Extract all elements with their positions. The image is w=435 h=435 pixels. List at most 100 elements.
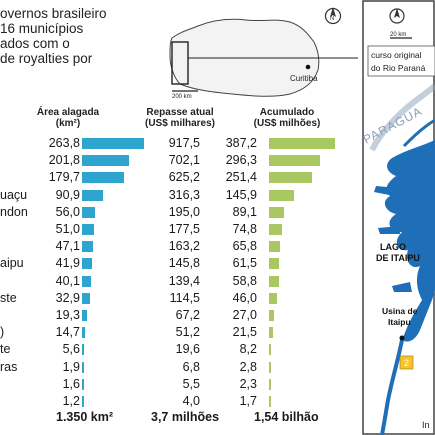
area-bar bbox=[82, 172, 125, 184]
road-marker-number: 2 bbox=[404, 358, 409, 368]
table-row: 40,1 139,4 58,8 bbox=[0, 273, 360, 290]
total-area: 1.350 km² bbox=[56, 410, 113, 424]
acumulado-bar bbox=[269, 224, 282, 235]
lake-itaipu bbox=[384, 140, 435, 342]
acumulado-value: 251,4 bbox=[225, 170, 257, 185]
municipality-name: te bbox=[0, 342, 11, 357]
acumulado-value: 21,5 bbox=[232, 325, 257, 340]
header-area-alagada: Área alagada (km²) bbox=[36, 107, 100, 129]
curitiba-label: Curitiba bbox=[290, 74, 318, 83]
callout-box bbox=[367, 45, 435, 77]
acumulado-bar bbox=[269, 310, 274, 321]
municipality-name: ras bbox=[0, 359, 18, 374]
area-value: 19,3 bbox=[55, 308, 80, 322]
area-bar bbox=[82, 189, 104, 201]
area-value: 263,8 bbox=[48, 136, 80, 150]
acumulado-bar bbox=[269, 138, 335, 149]
callout-text-line-2: do Rio Paraná bbox=[371, 63, 426, 73]
acumulado-bar bbox=[269, 258, 280, 270]
acumulado-bar bbox=[269, 378, 271, 390]
river-upper bbox=[402, 118, 435, 148]
area-value: 1,6 bbox=[62, 376, 80, 391]
acumulado-bar bbox=[269, 275, 280, 287]
table-row: ras 1,9 6,8 2,8 bbox=[0, 359, 360, 376]
lake-label-line-1: LAGO bbox=[380, 242, 406, 252]
area-value: 1,9 bbox=[62, 359, 80, 374]
repasse-value: 195,0 bbox=[168, 204, 200, 219]
repasse-value: 702,1 bbox=[168, 153, 200, 168]
area-bar bbox=[82, 138, 144, 149]
repasse-value: 145,8 bbox=[168, 256, 200, 271]
acumulado-value: 46,0 bbox=[232, 290, 257, 305]
road-marker-badge bbox=[399, 355, 414, 370]
repasse-value: 51,2 bbox=[175, 325, 200, 340]
table-row: 1,2 4,0 1,7 bbox=[0, 393, 360, 410]
municipality-name: aipu bbox=[0, 256, 24, 271]
acumulado-bar bbox=[269, 396, 271, 407]
table-row: 263,8 917,5 387,2 bbox=[0, 135, 360, 152]
acumulado-value: 89,1 bbox=[232, 204, 257, 219]
inset-map-parana: Curitiba 200 km bbox=[169, 18, 358, 100]
acumulado-bar bbox=[269, 172, 312, 184]
acumulado-bar bbox=[269, 155, 320, 167]
area-bar bbox=[82, 155, 130, 167]
area-value: 41,9 bbox=[55, 256, 80, 271]
municipality-name: ) bbox=[0, 325, 5, 340]
area-value: 14,7 bbox=[55, 325, 80, 340]
acumulado-bar bbox=[269, 241, 281, 253]
table-row: aipu 41,9 145,8 61,5 bbox=[0, 255, 360, 272]
map-scale-label: 20 km bbox=[390, 32, 406, 38]
lake-branch-2 bbox=[378, 226, 400, 234]
country-border bbox=[369, 83, 435, 152]
dam-label-line-1: Usina de bbox=[382, 306, 418, 316]
area-bar bbox=[82, 292, 90, 304]
acumulado-value: 61,5 bbox=[232, 256, 257, 271]
table-row: ndon 56,0 195,0 89,1 bbox=[0, 204, 360, 221]
lake-label-line-2: DE ITAIPU bbox=[376, 253, 420, 263]
area-value: 47,1 bbox=[55, 239, 80, 254]
headline-line-2: 16 municípios bbox=[0, 21, 84, 36]
lake-branch-3 bbox=[392, 282, 412, 292]
repasse-value: 163,2 bbox=[168, 239, 200, 254]
acumulado-value: 296,3 bbox=[225, 153, 257, 168]
acumulado-value: 2,3 bbox=[239, 376, 257, 391]
repasse-value: 625,2 bbox=[168, 170, 200, 185]
area-bar bbox=[82, 310, 87, 321]
repasse-value: 19,6 bbox=[175, 342, 200, 357]
acumulado-value: 2,8 bbox=[239, 359, 257, 374]
municipality-name: ste bbox=[0, 290, 17, 305]
headline: overnos brasileiro 16 municípios ados co… bbox=[0, 6, 165, 66]
acumulado-value: 27,0 bbox=[232, 308, 257, 322]
table-row: 51,0 177,5 74,8 bbox=[0, 221, 360, 238]
river-below-dam bbox=[380, 339, 404, 435]
table-row: 19,3 67,2 27,0 bbox=[0, 307, 360, 324]
table-row: 179,7 625,2 251,4 bbox=[0, 169, 360, 186]
table-row: 1,6 5,5 2,3 bbox=[0, 376, 360, 393]
acumulado-value: 145,9 bbox=[225, 187, 257, 202]
acumulado-value: 8,2 bbox=[239, 342, 257, 357]
area-bar bbox=[82, 378, 84, 390]
headline-line-1: overnos brasileiro bbox=[0, 6, 107, 21]
total-acumulado: 1,54 bilhão bbox=[254, 410, 319, 424]
area-value: 5,6 bbox=[62, 342, 80, 357]
repasse-value: 139,4 bbox=[168, 273, 200, 288]
repasse-value: 917,5 bbox=[168, 136, 200, 150]
acumulado-bar bbox=[269, 189, 294, 201]
acumulado-value: 1,7 bbox=[239, 394, 257, 408]
area-bar bbox=[82, 275, 92, 287]
repasse-value: 6,8 bbox=[182, 359, 200, 374]
area-value: 90,9 bbox=[55, 187, 80, 202]
table-row: ste 32,9 114,5 46,0 bbox=[0, 290, 360, 307]
table-row: te 5,6 19,6 8,2 bbox=[0, 341, 360, 358]
curitiba-dot bbox=[305, 64, 311, 70]
dam-label-line-2: Itaipu bbox=[388, 317, 411, 327]
area-value: 56,0 bbox=[55, 204, 80, 219]
acumulado-bar bbox=[269, 292, 277, 304]
lake-branch-1 bbox=[374, 186, 398, 196]
repasse-value: 316,3 bbox=[168, 187, 200, 202]
acumulado-value: 387,2 bbox=[225, 136, 257, 150]
repasse-value: 177,5 bbox=[168, 222, 200, 236]
itaipu-lake-map: 20 km curso original do Rio Paraná PARAG… bbox=[362, 0, 435, 435]
repasse-value: 114,5 bbox=[169, 290, 200, 305]
compass-icon: N bbox=[324, 7, 342, 25]
